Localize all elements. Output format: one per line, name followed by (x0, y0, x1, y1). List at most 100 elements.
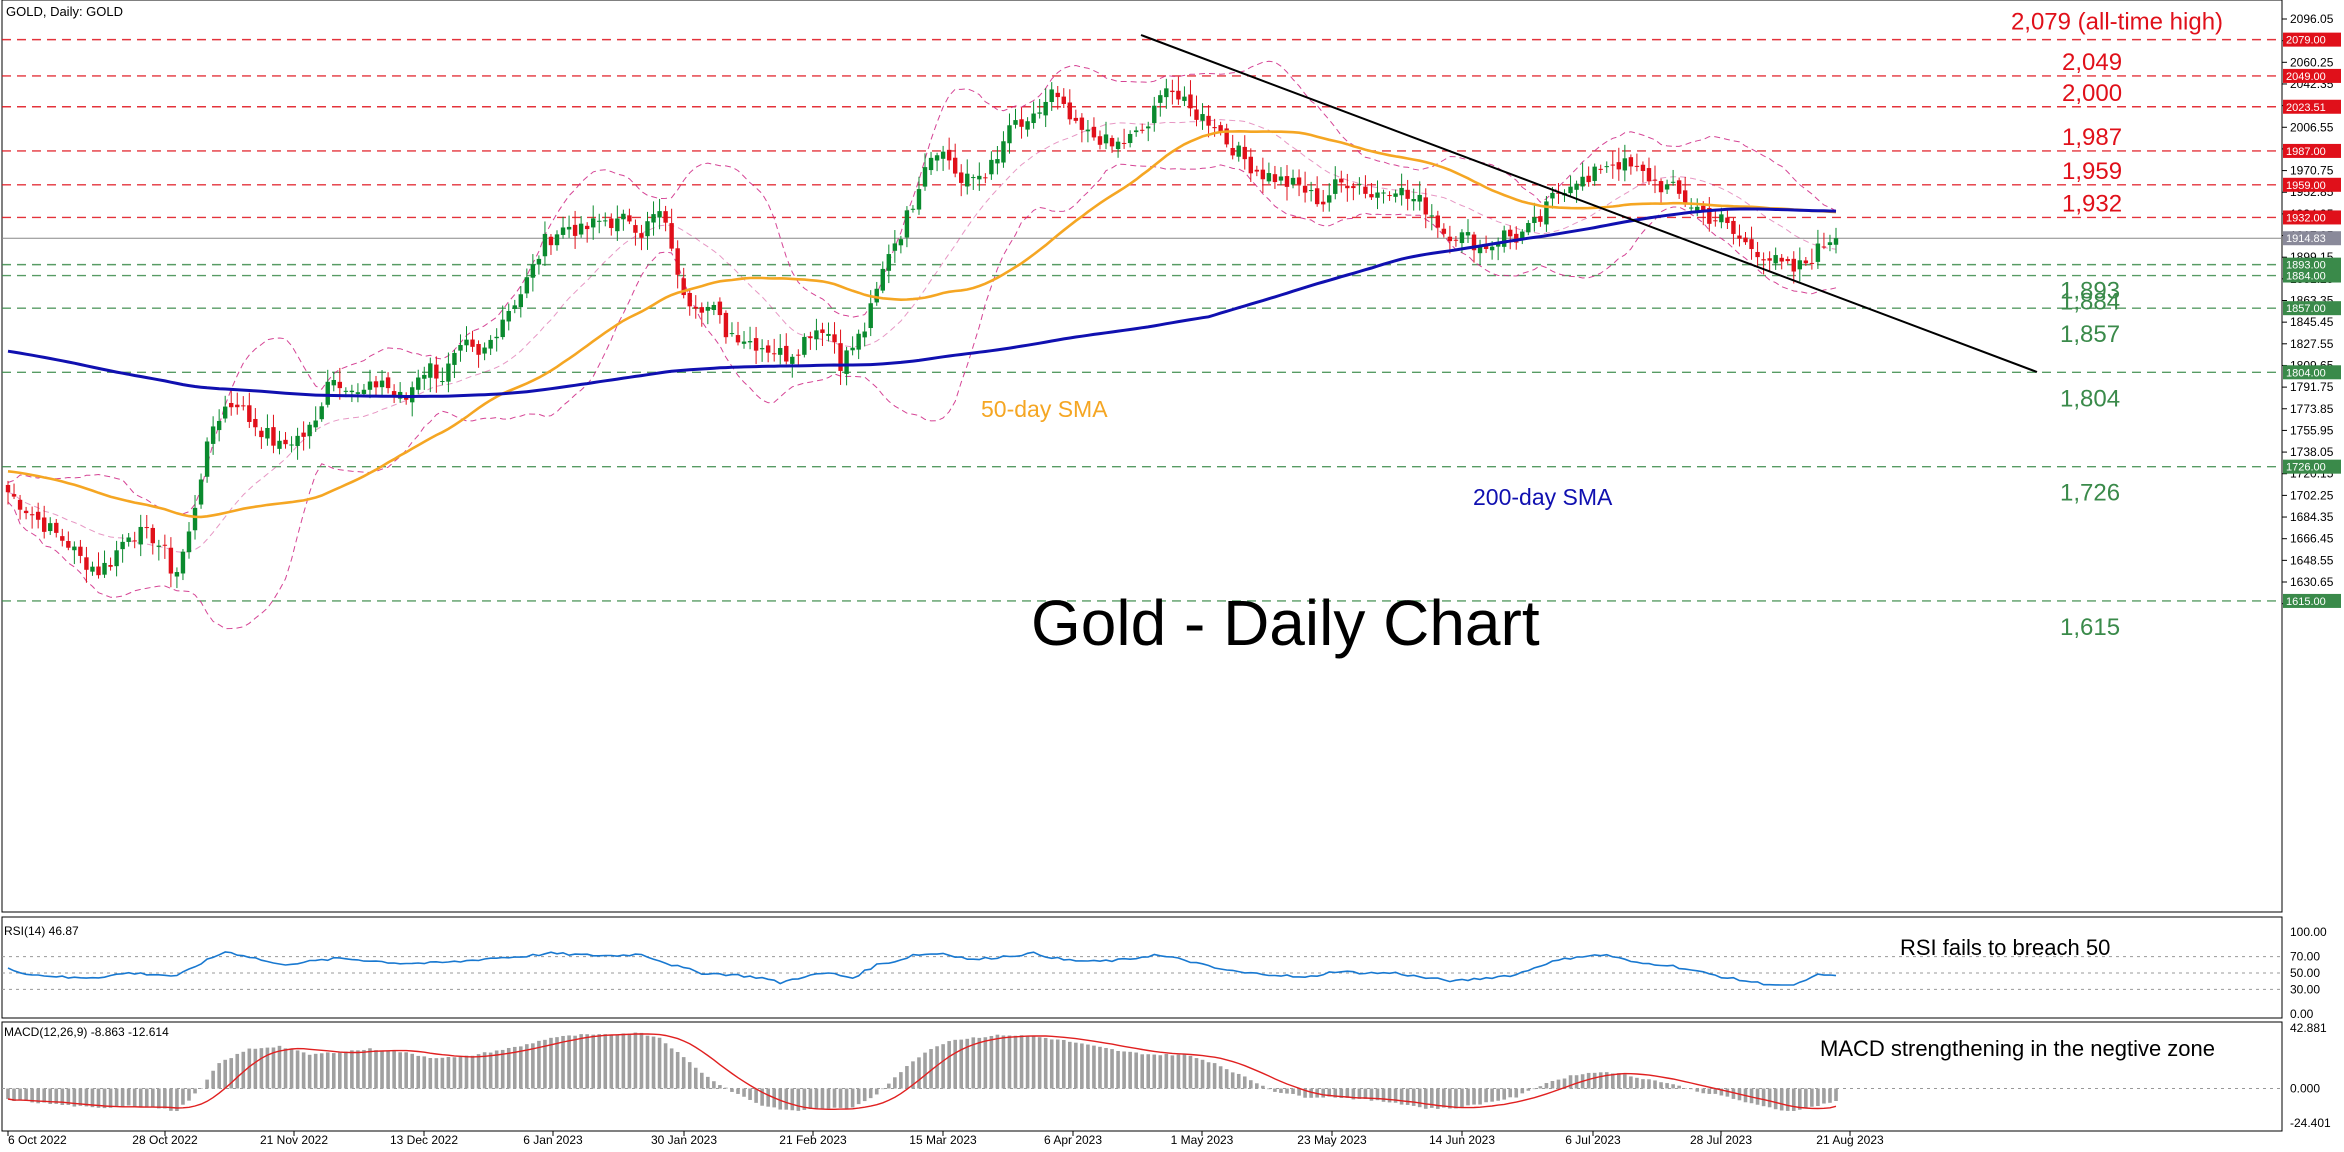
candle-body (1007, 125, 1012, 144)
candle-body (1598, 168, 1603, 170)
candle-body (910, 208, 916, 210)
macd-bar (108, 1088, 113, 1108)
candle-body (1194, 109, 1199, 120)
candle-body (639, 233, 644, 238)
candle-body (530, 264, 536, 278)
rsi-tick-label: 30.00 (2290, 982, 2320, 996)
macd-bar (748, 1088, 752, 1100)
macd-bar (199, 1088, 203, 1089)
macd-bar (1550, 1080, 1555, 1089)
candle-body (1701, 205, 1706, 212)
candle-body (868, 303, 873, 329)
macd-bar (289, 1049, 294, 1089)
x-tick-label: 30 Jan 2023 (651, 1133, 717, 1147)
candle-body (1417, 194, 1422, 202)
macd-bar (585, 1034, 589, 1089)
rsi-title: RSI(14) 46.87 (4, 924, 79, 938)
macd-bar (211, 1070, 215, 1089)
macd-bar (1122, 1051, 1126, 1089)
macd-bar (494, 1050, 499, 1089)
trendline (1140, 34, 2038, 373)
candle-body (1441, 228, 1447, 234)
macd-bar (428, 1058, 433, 1089)
macd-bar (699, 1072, 704, 1089)
candle-body (1501, 230, 1507, 247)
level-label: 2,079 (all-time high) (2011, 9, 2223, 36)
level-tag-value: 1726.00 (2286, 462, 2326, 474)
candle-body (1327, 195, 1332, 203)
level-label: 2,000 (2062, 80, 2122, 107)
macd-bar (1164, 1053, 1169, 1089)
candle-body (1302, 185, 1308, 193)
macd-bar (1387, 1088, 1392, 1103)
macd-bar (464, 1055, 469, 1089)
candle-body (23, 510, 29, 514)
candle-body (844, 350, 849, 374)
macd-bar (1339, 1088, 1344, 1098)
macd-bar (482, 1052, 487, 1089)
candle-body (1296, 177, 1302, 185)
macd-bar (1092, 1045, 1096, 1089)
candle-body (1236, 145, 1241, 157)
macd-bar (1158, 1055, 1163, 1089)
candle-body (1495, 243, 1501, 247)
candle-body (271, 427, 276, 446)
candle-body (1212, 127, 1217, 129)
macd-bar (1224, 1069, 1229, 1089)
macd-bar (657, 1037, 662, 1089)
macd-bar (344, 1051, 348, 1089)
macd-bar (1303, 1088, 1307, 1098)
candle-body (880, 268, 885, 291)
candle-body (615, 218, 620, 232)
macd-bar (1321, 1088, 1325, 1098)
candle-body (1689, 207, 1694, 209)
candle-body (711, 304, 717, 310)
candle-body (1713, 220, 1718, 222)
candle-body (1773, 255, 1778, 264)
macd-bar (132, 1088, 137, 1107)
macd-bar (724, 1087, 728, 1089)
candle-body (796, 354, 801, 356)
y-tick-label: 1738.05 (2290, 445, 2334, 459)
macd-bar (476, 1054, 481, 1089)
candle-body (168, 547, 174, 574)
candle-body (1586, 175, 1591, 183)
macd-bar (1206, 1062, 1211, 1089)
macd-bar (169, 1088, 173, 1111)
macd-bar (1061, 1039, 1066, 1089)
candle-body (84, 557, 89, 570)
candle-body (1544, 201, 1549, 225)
macd-bar (217, 1063, 221, 1089)
macd-bar (561, 1035, 565, 1089)
candle-body (1803, 260, 1809, 264)
level-tag (2283, 257, 2341, 272)
current-price-value: 1914.83 (2286, 233, 2326, 245)
macd-bar (1242, 1076, 1247, 1089)
macd-bar (301, 1052, 306, 1089)
candle-body (633, 225, 638, 233)
candle-body (959, 172, 964, 183)
level-tag-value: 2049.00 (2286, 71, 2326, 83)
macd-bar (60, 1088, 65, 1105)
macd-bar (603, 1034, 608, 1089)
rsi-tick-label: 70.00 (2290, 950, 2320, 964)
candle-body (138, 526, 143, 545)
macd-bar (440, 1057, 445, 1089)
candle-body (90, 566, 95, 572)
candle-body (1514, 233, 1519, 243)
candle-body (373, 381, 379, 388)
macd-bar (1791, 1088, 1796, 1111)
macd-bar (446, 1056, 451, 1089)
current-price-tag (2283, 231, 2341, 246)
candle-body (983, 177, 988, 179)
macd-bar (1037, 1037, 1042, 1089)
y-tick-label: 1702.25 (2290, 488, 2334, 502)
candle-body (1477, 245, 1483, 254)
candle-body (277, 440, 282, 449)
rsi-panel: 100.00 70.00 50.00 30.00 0.00 (2, 925, 2327, 1021)
macd-bar (1357, 1088, 1362, 1099)
macd-bar (1701, 1088, 1706, 1094)
macd-bar (1707, 1088, 1712, 1094)
